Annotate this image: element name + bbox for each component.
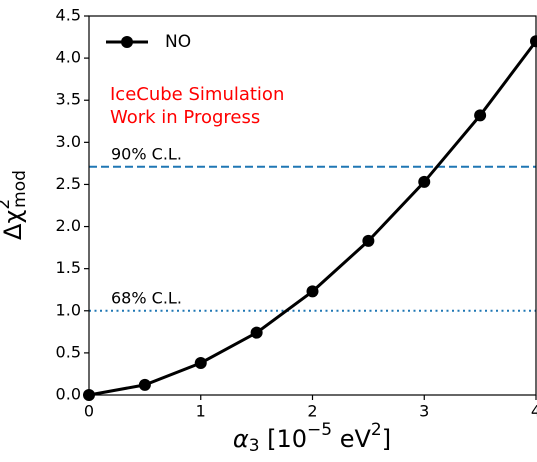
data-point bbox=[138, 378, 151, 391]
y-axis-label: Δχ2mod bbox=[0, 170, 30, 240]
x-label-main: α bbox=[233, 425, 249, 453]
y-tick-label: 0.0 bbox=[56, 385, 81, 404]
data-point bbox=[474, 109, 487, 122]
reference-label: 68% C.L. bbox=[111, 288, 182, 307]
y-tick-label: 2.5 bbox=[56, 174, 81, 193]
x-tick-label: 2 bbox=[307, 402, 317, 421]
x-label-rest: [10 bbox=[260, 425, 308, 453]
x-tick-label: 4 bbox=[531, 402, 537, 421]
x-axis-label: α3 [10−5 eV2] bbox=[233, 420, 391, 456]
x-label-unit-sup: 2 bbox=[371, 420, 382, 440]
reference-label: 90% C.L. bbox=[111, 144, 182, 163]
y-tick-label: 3.0 bbox=[56, 132, 81, 151]
plot-frame bbox=[88, 15, 537, 396]
legend-label: NO bbox=[165, 32, 191, 52]
x-label-unit: eV bbox=[332, 425, 371, 453]
x-label-exp: −5 bbox=[307, 420, 332, 440]
y-label-sup: 2 bbox=[0, 199, 14, 210]
x-tick-label: 1 bbox=[196, 402, 206, 421]
y-tick-label: 2.0 bbox=[56, 216, 81, 235]
y-tick-label: 0.5 bbox=[56, 342, 81, 361]
y-label-sub: mod bbox=[10, 170, 30, 208]
y-label-main: Δχ bbox=[0, 210, 27, 240]
data-point bbox=[530, 35, 537, 48]
legend-marker bbox=[121, 36, 133, 48]
data-point bbox=[250, 326, 263, 339]
x-label-sub: 3 bbox=[249, 436, 260, 456]
x-tick-label: 3 bbox=[419, 402, 429, 421]
data-point bbox=[306, 285, 319, 298]
data-point bbox=[418, 175, 431, 188]
annotation: IceCube Simulation bbox=[110, 84, 284, 105]
data-point bbox=[194, 356, 207, 369]
data-point bbox=[362, 234, 375, 247]
x-label-close: ] bbox=[382, 425, 391, 453]
y-tick-label: 4.5 bbox=[56, 6, 81, 25]
y-tick-label: 3.5 bbox=[56, 90, 81, 109]
y-tick-label: 1.5 bbox=[56, 258, 81, 277]
y-tick-label: 1.0 bbox=[56, 300, 81, 319]
annotation: Work in Progress bbox=[110, 107, 260, 128]
x-tick-label: 0 bbox=[84, 402, 94, 421]
y-tick-label: 4.0 bbox=[56, 48, 81, 67]
